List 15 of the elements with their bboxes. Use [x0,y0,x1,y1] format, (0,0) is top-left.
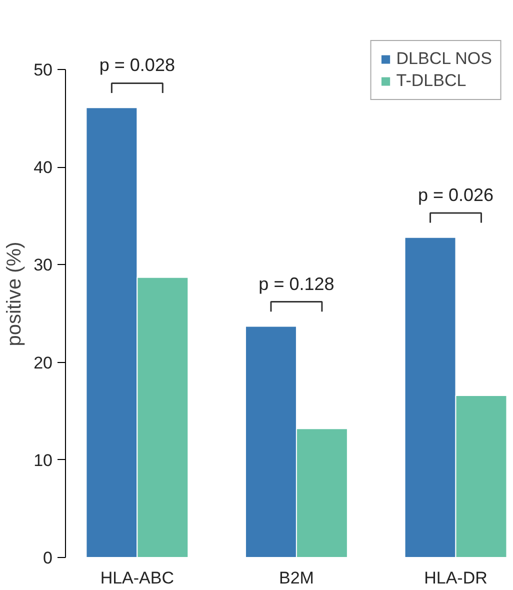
annotation: p = 0.128 [258,274,334,294]
annotation: p = 0.026 [418,185,494,205]
x-tick-label: HLA-ABC [100,568,174,588]
y-tick-label: 30 [34,256,53,275]
legend-label: T-DLBCL [396,71,466,91]
x-tick-label: B2M [278,568,314,588]
y-tick-label: 40 [34,158,53,178]
y-tick-label: 50 [34,60,53,80]
y-tick-label: 10 [34,450,53,470]
y-axis-title: positive (%) [4,242,26,346]
x-tick-label: HLA-DR [424,568,488,588]
annotation: p = 0.028 [99,55,175,76]
legend-label: DLBCL NOS [396,49,492,69]
y-tick-label: 0 [43,548,53,568]
y-tick-label: 20 [34,353,53,372]
